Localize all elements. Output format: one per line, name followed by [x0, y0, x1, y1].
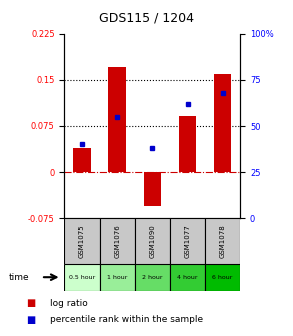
Text: log ratio: log ratio	[50, 299, 88, 307]
Bar	[135, 264, 170, 291]
Text: 1 hour: 1 hour	[107, 275, 127, 280]
Text: GSM1076: GSM1076	[114, 224, 120, 258]
Text: 6 hour: 6 hour	[212, 275, 233, 280]
Bar	[100, 264, 135, 291]
Bar	[170, 218, 205, 264]
Bar	[214, 74, 231, 172]
Text: ■: ■	[26, 315, 36, 325]
Text: GSM1078: GSM1078	[220, 224, 226, 258]
Text: GSM1090: GSM1090	[149, 224, 155, 258]
Text: GSM1075: GSM1075	[79, 224, 85, 258]
Bar	[205, 218, 240, 264]
Bar	[100, 218, 135, 264]
Bar	[205, 264, 240, 291]
Bar	[170, 264, 205, 291]
Text: GDS115 / 1204: GDS115 / 1204	[99, 12, 194, 25]
Bar	[64, 264, 100, 291]
Text: 0.5 hour: 0.5 hour	[69, 275, 95, 280]
Bar	[144, 172, 161, 206]
Bar	[179, 116, 196, 172]
Text: percentile rank within the sample: percentile rank within the sample	[50, 316, 203, 324]
Bar	[108, 68, 126, 172]
Bar	[64, 218, 100, 264]
Text: time: time	[9, 273, 29, 282]
Text: ■: ■	[26, 298, 36, 308]
Text: 2 hour: 2 hour	[142, 275, 163, 280]
Bar	[135, 218, 170, 264]
Text: GSM1077: GSM1077	[185, 224, 190, 258]
Text: 4 hour: 4 hour	[177, 275, 198, 280]
Bar	[73, 148, 91, 172]
